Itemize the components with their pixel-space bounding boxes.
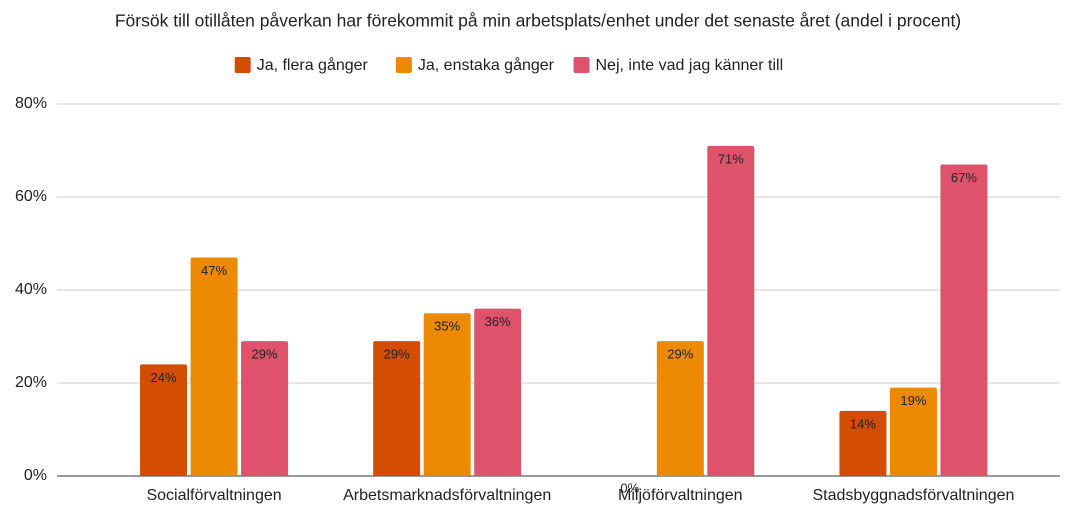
y-tick-label: 0% — [24, 467, 47, 484]
bar — [140, 364, 188, 476]
value-label: 29% — [252, 347, 278, 362]
chart-title: Försök till otillåten påverkan har förek… — [115, 11, 961, 31]
bar — [373, 341, 421, 476]
bar — [707, 145, 755, 476]
y-tick-label: 80% — [15, 95, 47, 112]
value-label: 36% — [485, 314, 511, 329]
value-label: 0% — [620, 480, 639, 495]
value-label: 14% — [850, 416, 876, 431]
bar — [940, 164, 988, 476]
x-tick-label: Stadsbyggnadsförvaltningen — [812, 487, 1014, 504]
x-tick-label: Arbetsmarknadsförvaltningen — [343, 487, 551, 504]
bar — [474, 308, 522, 476]
legend-swatch — [395, 57, 412, 73]
y-tick-label: 60% — [15, 188, 47, 205]
value-label: 47% — [201, 263, 227, 278]
value-label: 35% — [434, 319, 460, 334]
bar — [241, 341, 289, 476]
value-label: 71% — [718, 151, 744, 166]
legend-label: Ja, flera gånger — [257, 56, 369, 74]
legend-label: Ja, enstaka gånger — [418, 56, 555, 74]
legend-swatch — [573, 57, 590, 73]
x-tick-label: Miljöförvaltningen — [618, 487, 743, 504]
bar — [839, 410, 887, 476]
value-label: 29% — [667, 347, 693, 362]
x-tick-label: Socialförvaltningen — [146, 487, 281, 504]
value-label: 24% — [151, 370, 177, 385]
bar — [190, 257, 238, 476]
value-label: 67% — [951, 170, 977, 185]
legend-swatch — [234, 57, 251, 73]
y-tick-label: 40% — [15, 281, 47, 298]
value-label: 29% — [384, 347, 410, 362]
bar — [423, 313, 471, 476]
value-label: 19% — [900, 393, 926, 408]
bar — [656, 341, 704, 476]
y-tick-label: 20% — [15, 374, 47, 391]
legend-label: Nej, inte vad jag känner till — [596, 57, 784, 74]
bar — [889, 387, 937, 476]
